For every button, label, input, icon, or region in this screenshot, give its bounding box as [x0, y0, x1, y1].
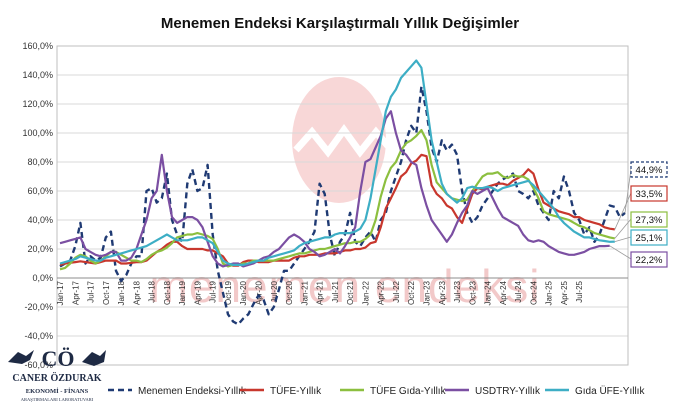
logo: CÖ CANER ÖZDURAK EKONOMİ - FİNANS ARAŞTI… [8, 346, 106, 402]
callout-value: 25,1% [636, 233, 663, 244]
callout-value: 44,9% [636, 165, 663, 176]
callout-box [630, 211, 668, 228]
y-tick-label: 40,0% [27, 215, 53, 225]
x-tick-label: Jan-25 [545, 280, 554, 305]
x-tick-label: Oct-18 [163, 280, 172, 305]
series-line [59, 59, 615, 266]
y-tick-label: 0,0% [32, 273, 53, 283]
callout-leader [614, 192, 632, 230]
x-tick-label: Jul-25 [575, 280, 584, 302]
x-tick-label: Apr-25 [560, 280, 569, 305]
x-tick-label: Jul-21 [331, 280, 340, 302]
x-tick-label: Apr-17 [71, 280, 80, 305]
callout-value: 33,5% [636, 189, 663, 200]
y-tick-label: -60,0% [24, 360, 53, 370]
x-tick-label: Jul-23 [453, 280, 462, 302]
y-tick-label: 140,0% [22, 70, 53, 80]
x-tick-label: Oct-17 [102, 280, 111, 305]
x-tick-label: Apr-20 [255, 280, 264, 305]
x-tick-label: Jan-20 [239, 280, 248, 305]
x-tick-label: Oct-24 [529, 280, 538, 305]
callout-box [630, 185, 668, 202]
bull-icon [8, 350, 34, 364]
logo-subtitle: ARAŞTIRMALARI LABORATUVARI [21, 397, 94, 402]
x-tick-label: Oct-22 [407, 280, 416, 305]
x-tick-label: Jul-22 [392, 280, 401, 302]
x-tick-label: Apr-21 [316, 280, 325, 305]
callout-value: 22,2% [636, 255, 663, 266]
y-tick-label: -20,0% [24, 302, 53, 312]
x-tick-label: Jul-18 [148, 280, 157, 302]
x-tick-label: Oct-23 [468, 280, 477, 305]
x-tick-label: Oct-19 [224, 280, 233, 305]
x-tick-label: Apr-23 [438, 280, 447, 305]
watermark: menemen endeksi [150, 77, 541, 312]
x-tick-label: Jan-19 [178, 280, 187, 305]
x-tick-label: Jan-23 [422, 280, 431, 305]
x-tick-label: Jul-24 [514, 280, 523, 302]
y-tick-label: 80,0% [27, 157, 53, 167]
x-tick-label: Jan-18 [117, 280, 126, 305]
x-tick-label: Jan-21 [300, 280, 309, 305]
legend-label: USDTRY-Yıllık [475, 386, 541, 397]
y-axis-ticks: -60,0% -40,0% -20,0% 0,0% 20,0% 40,0% 60,0% 80,… [22, 41, 53, 370]
watermark-zigzag [293, 124, 391, 158]
logo-monogram: CÖ [42, 346, 75, 371]
x-tick-label: Apr-22 [377, 280, 386, 305]
legend-label: TÜFE-Yıllık [270, 385, 322, 397]
series-lines [59, 59, 626, 326]
end-value-callouts: 44,9% 33,5% 27,3% 25,1% 22,2% [609, 161, 668, 268]
legend: Menemen Endeksi-Yıllık TÜFE-Yıllık TÜFE Gı… [108, 385, 645, 397]
callout-box [630, 229, 668, 246]
callout-box [630, 251, 668, 268]
series-line [59, 129, 616, 271]
x-tick-label: Jan-22 [361, 280, 370, 305]
x-axis-ticks: Jan-17 Apr-17 Jul-17 Oct-17 Jan-18 Apr-18 Jul-… [56, 280, 584, 305]
callout-leader [624, 168, 632, 213]
callout-leader [614, 236, 632, 242]
x-tick-label: Oct-20 [285, 280, 294, 305]
callout-value: 27,3% [636, 215, 663, 226]
x-tick-label: Jul-17 [87, 280, 96, 302]
x-tick-label: Apr-19 [193, 280, 202, 305]
x-tick-label: Jul-20 [270, 280, 279, 302]
x-tick-label: Jan-24 [484, 280, 493, 305]
logo-tagline: EKONOMİ - FİNANS [26, 388, 89, 395]
y-tick-label: 160,0% [22, 41, 53, 51]
x-tick-label: Jan-17 [56, 280, 65, 305]
callout-leader [614, 218, 632, 239]
bear-icon [82, 350, 106, 366]
y-tick-label: 20,0% [27, 244, 53, 254]
chart-title: Menemen Endeksi Karşılaştırmalı Yıllık D… [161, 15, 519, 32]
legend-label: Menemen Endeksi-Yıllık [138, 386, 247, 397]
x-tick-label: Apr-18 [132, 280, 141, 305]
y-tick-label: 120,0% [22, 99, 53, 109]
y-tick-label: 100,0% [22, 128, 53, 138]
watermark-text: menemen endeksi [150, 260, 541, 312]
y-tick-label: -40,0% [24, 331, 53, 341]
x-tick-label: Oct-21 [346, 280, 355, 305]
plot-border [56, 45, 629, 366]
x-tick-label: Apr-24 [499, 280, 508, 305]
callout-leader [609, 245, 632, 260]
logo-name: CANER ÖZDURAK [12, 371, 101, 384]
legend-label: Gıda ÜFE-Yıllık [575, 385, 645, 397]
y-tick-label: 60,0% [27, 186, 53, 196]
x-tick-label: Jul-19 [209, 280, 218, 302]
callout-box [630, 161, 668, 178]
legend-label: TÜFE Gıda-Yıllık [370, 385, 447, 397]
series-line [59, 110, 610, 268]
